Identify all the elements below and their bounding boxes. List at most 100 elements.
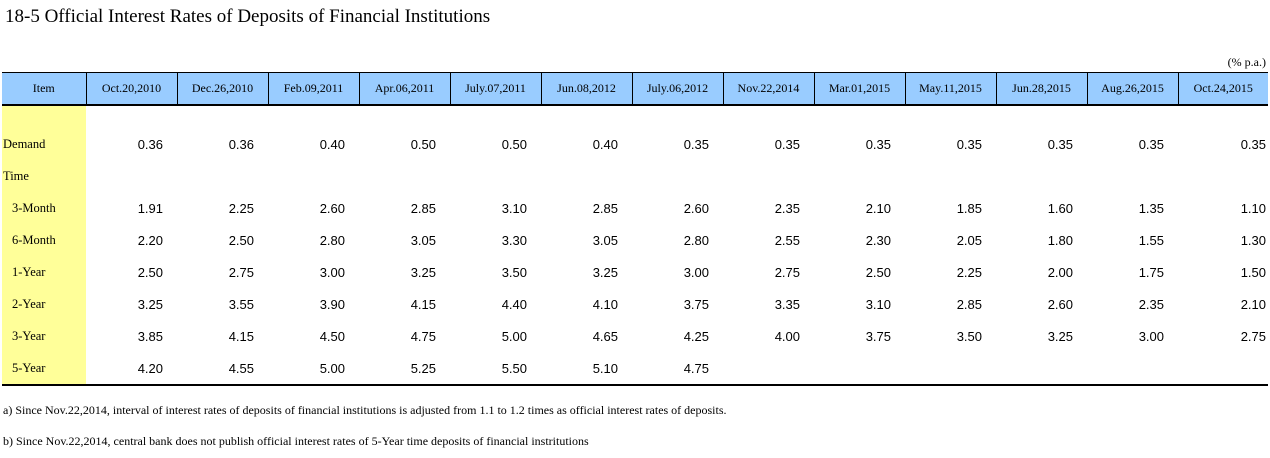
page-title: 18-5 Official Interest Rates of Deposits…	[5, 6, 491, 27]
rate-cell: 2.10	[865, 200, 891, 216]
rate-cell: 2.05	[956, 232, 982, 248]
footnote-a: a) Since Nov.22,2014, interval of intere…	[3, 403, 727, 417]
rate-cell: 3.75	[865, 328, 891, 344]
rate-cell: 1.75	[1138, 264, 1164, 280]
rate-cell: 2.00	[1047, 264, 1073, 280]
rate-cell: 2.25	[956, 264, 982, 280]
rate-cell: 0.35	[865, 136, 891, 152]
rate-cell: 4.75	[410, 328, 436, 344]
rate-cell: 2.60	[683, 200, 709, 216]
rate-cell: 0.35	[774, 136, 800, 152]
rate-cell	[814, 160, 905, 192]
rate-cell: 1.91	[137, 200, 163, 216]
rate-cell: 1.60	[1047, 200, 1073, 216]
rate-cell: 2.85	[410, 200, 436, 216]
rate-cell: 1.85	[956, 200, 982, 216]
rate-cell: 4.25	[683, 328, 709, 344]
rate-cell: 3.90	[319, 296, 345, 312]
spacer-row	[2, 105, 1268, 128]
rate-cell: 3.10	[501, 200, 527, 216]
rate-cell: 2.60	[319, 200, 345, 216]
rate-cell	[268, 160, 359, 192]
rate-cell: 3.05	[410, 232, 436, 248]
rate-cell: 3.10	[865, 296, 891, 312]
column-header-date: Aug.26,2015	[1086, 72, 1178, 106]
rate-cell: 3.50	[956, 328, 982, 344]
rate-cell	[905, 352, 996, 386]
rate-cell: 2.50	[865, 264, 891, 280]
rate-cell: 2.35	[774, 200, 800, 216]
rate-cell: 1.10	[1240, 200, 1266, 216]
rate-cell: 0.40	[319, 136, 345, 152]
rate-cell	[996, 352, 1087, 386]
column-header-date: Jun.08,2012	[540, 72, 632, 106]
rate-cell: 2.50	[228, 232, 254, 248]
rate-cell: 2.20	[137, 232, 163, 248]
rate-cell: 2.25	[228, 200, 254, 216]
table-row: Time	[2, 160, 1268, 192]
rate-cell: 1.55	[1138, 232, 1164, 248]
row-label: Demand	[2, 128, 86, 160]
rate-cell: 4.50	[319, 328, 345, 344]
column-header-date: Oct.24,2015	[1177, 72, 1268, 106]
rate-cell: 4.10	[592, 296, 618, 312]
column-header-date: Oct.20,2010	[85, 72, 177, 106]
rate-cell: 5.25	[359, 352, 450, 386]
rate-cell: 4.55	[177, 352, 268, 386]
rate-cell	[1178, 352, 1268, 386]
column-header-date: July.07,2011	[449, 72, 541, 106]
rate-cell: 2.10	[1240, 296, 1266, 312]
rate-cell: 4.20	[86, 352, 177, 386]
rate-cell: 0.35	[1138, 136, 1164, 152]
rate-cell	[359, 160, 450, 192]
rate-cell: 2.75	[1240, 328, 1266, 344]
rate-cell: 2.55	[774, 232, 800, 248]
rate-cell: 1.50	[1240, 264, 1266, 280]
rate-cell: 2.35	[1138, 296, 1164, 312]
row-label: 3-Month	[2, 192, 86, 224]
rate-cell: 3.00	[1138, 328, 1164, 344]
row-label: 1-Year	[2, 256, 86, 288]
rate-cell: 3.05	[592, 232, 618, 248]
rate-cell: 2.30	[865, 232, 891, 248]
interest-rates-table: Item Oct.20,2010 Dec.26,2010 Feb.09,2011…	[2, 72, 1268, 386]
rate-cell	[541, 160, 632, 192]
rate-cell: 0.50	[501, 136, 527, 152]
rate-cell: 4.40	[501, 296, 527, 312]
rate-cell: 5.00	[268, 352, 359, 386]
rate-cell: 2.50	[137, 264, 163, 280]
rate-cell	[450, 160, 541, 192]
rate-cell	[723, 160, 814, 192]
column-header-date: Nov.22,2014	[722, 72, 814, 106]
rate-cell	[905, 160, 996, 192]
rate-cell	[814, 352, 905, 386]
rate-cell	[632, 160, 723, 192]
rate-cell: 0.36	[137, 136, 163, 152]
column-header-date: July.06,2012	[631, 72, 723, 106]
row-label: 3-Year	[2, 320, 86, 352]
rate-cell: 1.30	[1240, 232, 1266, 248]
rate-cell: 2.60	[1047, 296, 1073, 312]
rate-cell: 3.55	[228, 296, 254, 312]
rate-cell: 0.40	[592, 136, 618, 152]
footnote-b: b) Since Nov.22,2014, central bank does …	[3, 434, 589, 448]
rate-cell: 3.00	[319, 264, 345, 280]
row-label: 6-Month	[2, 224, 86, 256]
table-row: 6-Month 2.20 2.50 2.80 3.05 3.30 3.05 2.80 2.55 2…	[2, 224, 1268, 256]
column-header-item: Item	[2, 72, 86, 106]
rate-cell: 4.15	[410, 296, 436, 312]
rate-cell: 5.00	[501, 328, 527, 344]
rate-cell: 3.00	[683, 264, 709, 280]
rate-cell: 2.80	[319, 232, 345, 248]
rate-cell: 2.85	[592, 200, 618, 216]
rate-cell: 3.25	[410, 264, 436, 280]
table-row: 1-Year 2.50 2.75 3.00 3.25 3.50 3.25 3.00 2.75 2.…	[2, 256, 1268, 288]
rate-cell: 3.85	[137, 328, 163, 344]
rate-cell: 1.35	[1138, 200, 1164, 216]
rate-cell: 5.50	[450, 352, 541, 386]
table-row: Demand 0.36 0.36 0.40 0.50 0.50 0.40 0.35 0.35 0.…	[2, 128, 1268, 160]
rate-cell: 0.35	[956, 136, 982, 152]
table-row: 3-Year 3.85 4.15 4.50 4.75 5.00 4.65 4.25 4.00 3.…	[2, 320, 1268, 352]
column-header-date: May.11,2015	[904, 72, 996, 106]
rate-cell: 3.30	[501, 232, 527, 248]
